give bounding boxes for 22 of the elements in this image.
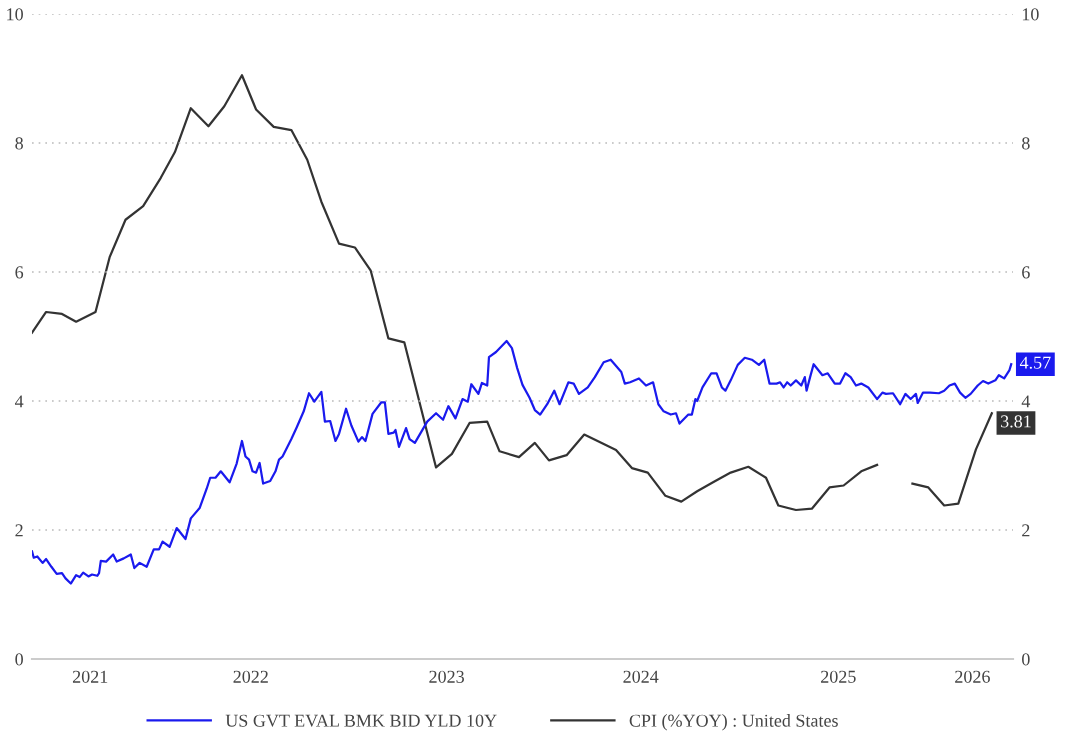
x-tick-label: 2026 — [955, 670, 990, 683]
y2-tick-label: 8 — [1022, 137, 1030, 150]
annotation: 3.81 — [1001, 415, 1031, 428]
y2-tick-label: 2 — [1022, 524, 1030, 537]
legend-label: CPI (%YOY) : United States — [629, 714, 838, 731]
x-tick-label: 2023 — [429, 670, 464, 683]
x-tick-label: 2024 — [623, 670, 659, 683]
y2-tick-label: 6 — [1022, 266, 1030, 279]
x-tick-label: 2021 — [72, 670, 108, 683]
y2-tick-label: 0 — [1022, 653, 1030, 666]
x-tick-label: 2025 — [821, 670, 856, 683]
x-tick-label: 2022 — [233, 670, 268, 683]
y-tick-label: 2 — [15, 524, 23, 537]
y-tick-label: 8 — [15, 137, 23, 150]
y-tick-label: 0 — [15, 653, 23, 666]
y2-tick-label: 4 — [1021, 395, 1031, 408]
y2-tick-label: 10 — [1022, 8, 1039, 21]
y-tick-label: 10 — [7, 8, 23, 21]
y-tick-label: 4 — [14, 395, 24, 408]
y-tick-label: 6 — [15, 266, 24, 279]
legend-label: US GVT EVAL BMK BID YLD 10Y — [225, 714, 497, 727]
annotation: 4.57 — [1019, 356, 1051, 369]
